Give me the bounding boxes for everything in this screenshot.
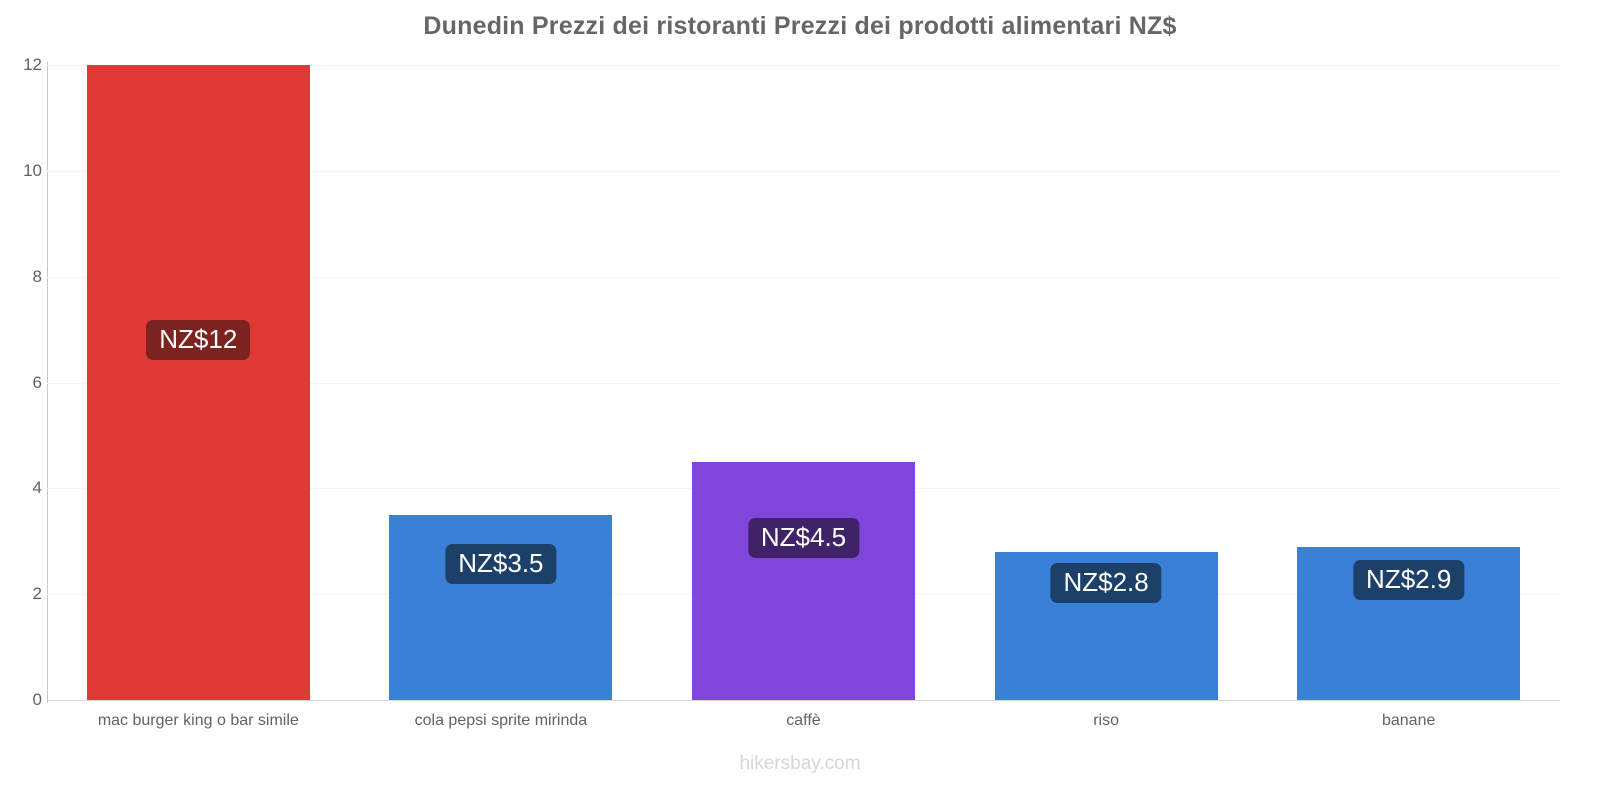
bar-value-label: NZ$2.9 (1353, 560, 1465, 601)
bar-value-label: NZ$12 (146, 319, 251, 360)
x-axis-category-label: caffè (786, 712, 821, 729)
y-axis-tick-label: 10 (23, 160, 42, 180)
page-title: Dunedin Prezzi dei ristoranti Prezzi dei… (423, 12, 1177, 40)
bar[interactable]: NZ$12 (86, 65, 310, 700)
x-axis-category-label: mac burger king o bar simile (97, 712, 299, 729)
gridline (47, 170, 1560, 172)
y-axis-tick-label: 4 (32, 478, 42, 498)
y-axis-tick-label: 6 (32, 372, 42, 392)
y-axis-tick-label: 2 (32, 584, 42, 604)
gridline (47, 382, 1560, 384)
bar[interactable]: NZ$2.9 (1297, 546, 1521, 700)
plot-area: NZ$12 NZ$3.5 NZ$4.5 NZ$2.8 NZ$2.9 (47, 65, 1560, 700)
bar[interactable]: NZ$2.8 (994, 551, 1218, 700)
y-axis-tick-label: 12 (23, 55, 42, 74)
y-axis-tick-label: 0 (32, 690, 42, 709)
bar-value-label: NZ$2.8 (1050, 562, 1162, 603)
y-axis-tick-label: 8 (32, 266, 42, 286)
x-axis-category-label: riso (1093, 712, 1119, 729)
gridline (47, 65, 1560, 66)
bar-value-label: NZ$3.5 (445, 544, 557, 585)
bar[interactable]: NZ$3.5 (389, 514, 613, 700)
footer-credit: hikersbay.com (739, 753, 861, 774)
gridline (47, 276, 1560, 278)
x-axis-category-label: banane (1381, 712, 1436, 729)
bar-value-label: NZ$4.5 (747, 517, 860, 558)
x-axis-line (47, 700, 1560, 701)
bar[interactable]: NZ$4.5 (692, 461, 915, 700)
x-axis-category-label: cola pepsi sprite mirinda (414, 712, 588, 729)
